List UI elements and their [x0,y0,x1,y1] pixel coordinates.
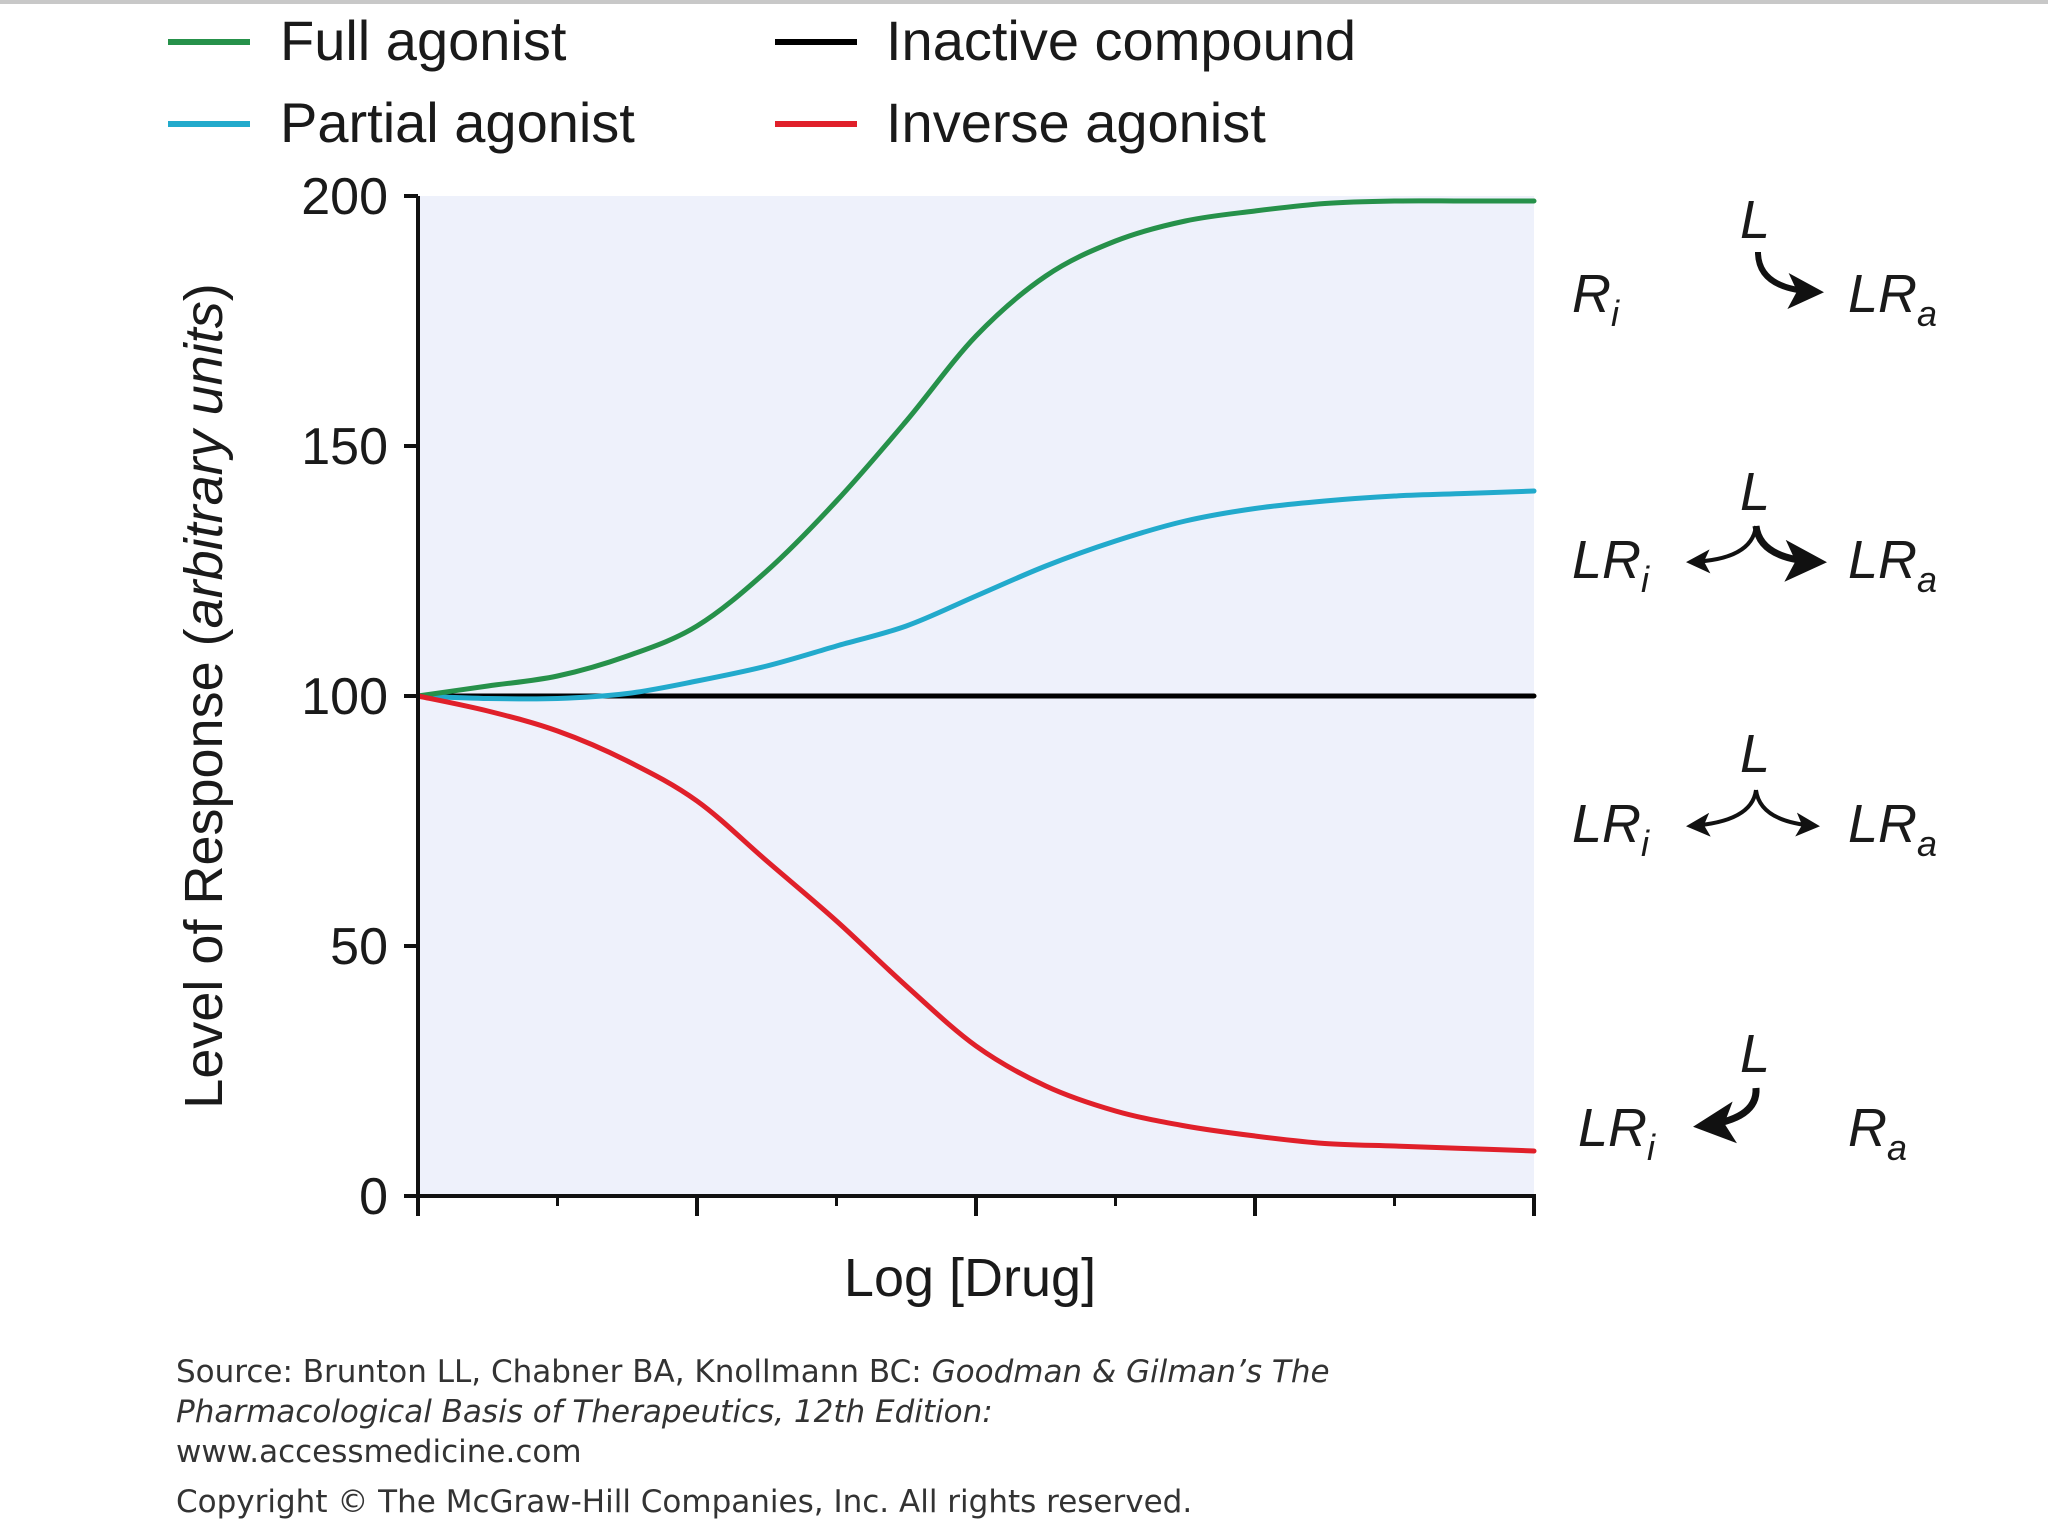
source-book-title: Goodman & Gilman’s The Pharmacological B… [176,1354,1330,1430]
source-prefix: Source: Brunton LL, Chabner BA, Knollman… [176,1354,932,1390]
y-tick-label: 200 [301,168,388,226]
legend: Full agonist Partial agonist Inactive co… [168,9,1356,154]
legend-label-partial-agonist: Partial agonist [280,91,635,154]
copyright-notice: Copyright © The McGraw-Hill Companies, I… [176,1484,1193,1520]
source-citation: Source: Brunton LL, Chabner BA, Knollman… [176,1352,1476,1472]
x-axis-title: Log [Drug] [844,1248,1096,1308]
y-tick-label: 0 [359,1168,388,1226]
state-ligand-label: L [1740,190,1770,250]
y-tick-label: 50 [330,918,388,976]
x-ticks [416,1196,1536,1216]
source-url: www.accessmedicine.com [176,1434,582,1470]
y-tick-label: 150 [301,418,388,476]
state-left-label: Ri [1572,264,1620,334]
legend-label-inverse-agonist: Inverse agonist [886,91,1266,154]
arrow-to-active-icon [1755,251,1824,309]
state-ligand-label: L [1740,1024,1770,1084]
series-layer [415,198,1537,1154]
state-right-label: LRa [1848,530,1937,600]
series-line-inverse-agonist [415,693,1537,1154]
y-tick-label: 100 [301,668,388,726]
receptor-state-inverse-agonist: LRi L Ra [1578,1024,1907,1168]
state-left-label: LRi [1572,530,1650,600]
receptor-state-full-agonist: Ri L LRa [1572,190,1937,334]
top-border [0,0,2048,4]
y-ticks: 0 50 100 150 200 [301,168,418,1226]
arrow-to-active-icon [1754,789,1820,837]
state-right-label: Ra [1848,1098,1907,1168]
state-left-label: LRi [1578,1098,1656,1168]
state-ligand-label: L [1740,462,1770,522]
state-left-label: LRi [1572,794,1650,864]
series-line-full-agonist [415,198,1537,699]
dose-response-chart: Full agonist Partial agonist Inactive co… [168,9,1937,1308]
state-right-label: LRa [1848,794,1937,864]
arrow-to-inactive-icon [1693,1087,1760,1144]
receptor-state-inactive-compound: LRi L LRa [1572,724,1937,864]
y-axis-title: Level of Response (arbitrary units) [174,283,234,1108]
state-ligand-label: L [1740,724,1770,784]
arrow-to-inactive-icon [1686,525,1758,574]
legend-label-full-agonist: Full agonist [280,9,567,72]
arrow-to-active-icon [1752,525,1827,582]
arrow-to-inactive-icon [1686,789,1758,837]
receptor-state-partial-agonist: LRi L LRa [1572,462,1937,600]
state-right-label: LRa [1848,264,1937,334]
series-line-partial-agonist [415,488,1537,702]
legend-label-inactive-compound: Inactive compound [886,9,1356,72]
